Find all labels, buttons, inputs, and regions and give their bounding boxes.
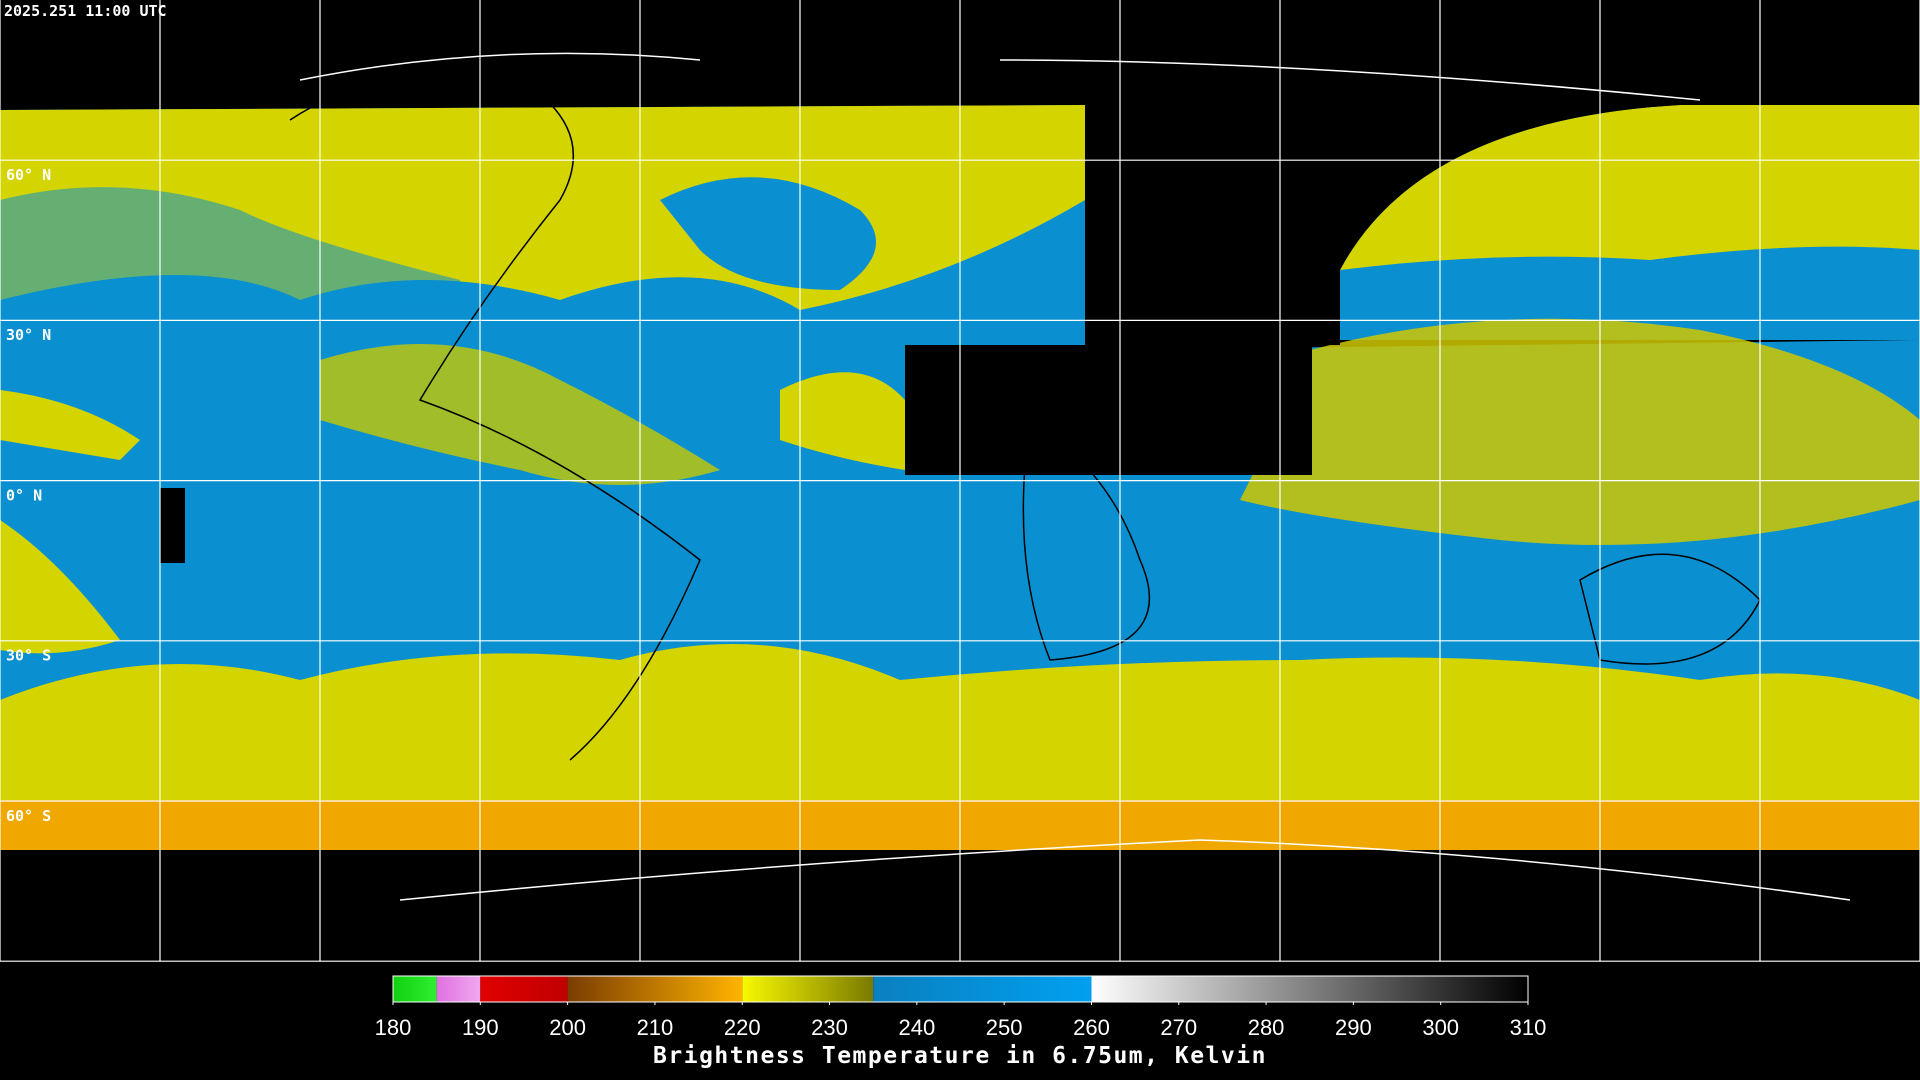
lat-label: 60° N <box>6 166 51 184</box>
colorbar-segment <box>436 976 481 1002</box>
lat-label: 60° S <box>6 807 51 825</box>
coastline <box>1022 418 1150 661</box>
lat-label: 30° S <box>6 647 51 665</box>
colorbar-segment <box>480 976 568 1002</box>
dry-slot <box>660 177 876 290</box>
no-data <box>160 488 185 563</box>
colorbar-tick-label: 200 <box>549 1015 586 1040</box>
tropical-moisture <box>320 344 720 485</box>
lat-label: 0° N <box>6 486 42 504</box>
colorbar-border <box>392 975 1529 1003</box>
water-vapor-moist <box>1340 105 1920 270</box>
graticule <box>0 0 1920 962</box>
colorbar-tick-label: 300 <box>1422 1015 1459 1040</box>
timestamp: 2025.251 11:00 UTC <box>4 2 167 20</box>
colorbar-segment <box>393 976 437 1002</box>
no-data <box>1085 105 1340 345</box>
coastline <box>289 74 701 761</box>
colorbar-label: Brightness Temperature in 6.75um, Kelvin <box>653 1043 1267 1069</box>
colorbar-tick-label: 310 <box>1510 1015 1547 1040</box>
colorbar-tick-label: 290 <box>1335 1015 1372 1040</box>
colorbar-tick-label: 220 <box>724 1015 761 1040</box>
colorbar-tick-label: 180 <box>375 1015 412 1040</box>
colorbar-tick-label: 190 <box>462 1015 499 1040</box>
tropical-moisture <box>0 390 140 460</box>
colorbar-tick-label: 270 <box>1160 1015 1197 1040</box>
colorbar-segment <box>742 976 874 1002</box>
no-data <box>905 345 1312 475</box>
coastline <box>299 52 1851 901</box>
colorbar-segment <box>567 976 743 1002</box>
colorbar-tick-label: 240 <box>898 1015 935 1040</box>
tropical-moisture <box>0 520 120 654</box>
lat-label: 30° N <box>6 326 51 344</box>
colorbar-tick-label: 230 <box>811 1015 848 1040</box>
lat-labels: 60° N 30° N 0° N 30° S 60° S <box>6 166 51 825</box>
satellite-map <box>0 0 1920 962</box>
colorbar-segment <box>1091 976 1528 1002</box>
tropical-moisture <box>780 372 905 470</box>
dry-slot <box>0 187 460 310</box>
colorbar-segment <box>873 976 1092 1002</box>
colorbar-tick-label: 250 <box>986 1015 1023 1040</box>
tropical-moisture <box>1240 318 1920 545</box>
colorbar-tick-label: 210 <box>637 1015 674 1040</box>
colorbar-tick-label: 260 <box>1073 1015 1110 1040</box>
colorbar: 180 190 200 210 220 230 240 250 260 270 280 290 300 3… <box>375 975 1547 1040</box>
colorbar-tick-label: 280 <box>1248 1015 1285 1040</box>
